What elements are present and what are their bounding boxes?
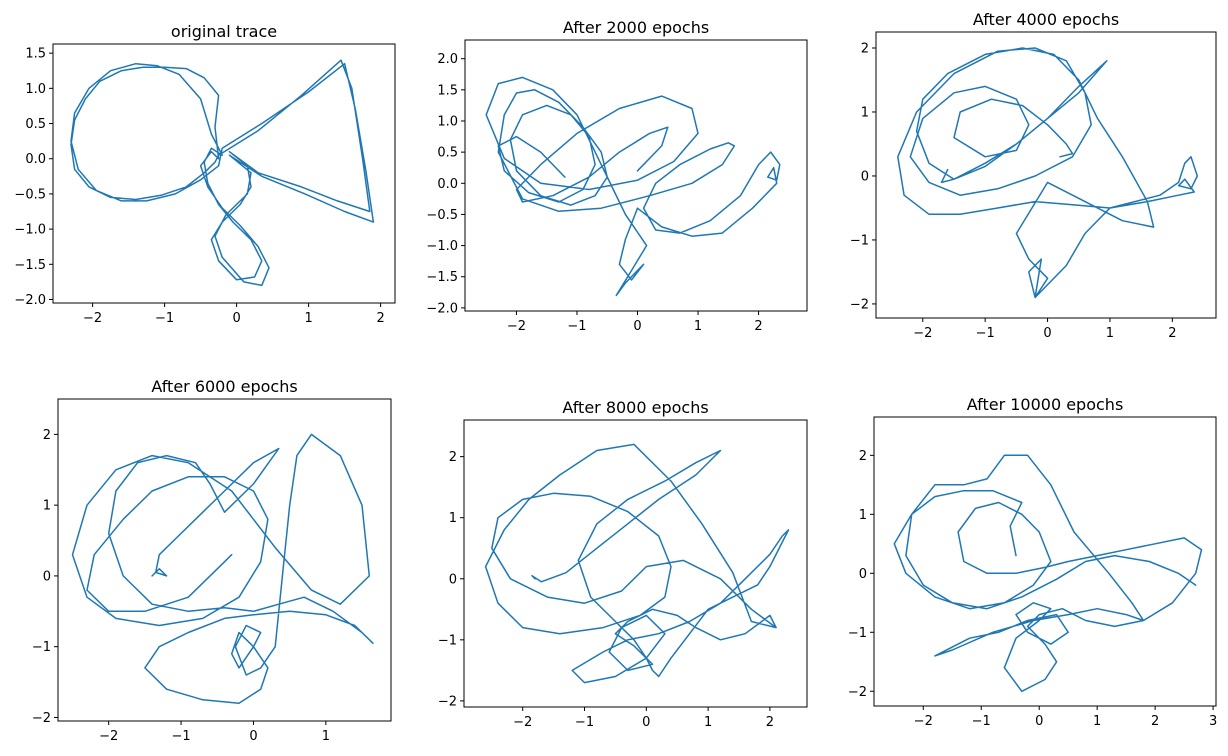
x-tick-label: 1 [304, 311, 312, 326]
y-tick-label: 2 [859, 449, 867, 464]
y-tick-label: −1 [848, 626, 867, 641]
subplot-5: −2 −1 0 1 2 −2 −1 0 1 2 After 8000 epochs [438, 398, 808, 730]
x-tick-label: 3 [1209, 714, 1217, 729]
x-tick-label: 1 [1106, 326, 1114, 341]
y-tick-label: 2 [861, 41, 869, 56]
subplot-1: −2 −1 0 1 2 −2.0 −1.5 −1.0 −0.5 0.0 0.5 1.0 1.5 origi… [14, 22, 396, 326]
x-tick-label: 2 [766, 715, 774, 730]
x-tick-label: 0 [249, 729, 257, 744]
x-tick-label: −1 [972, 714, 991, 729]
x-tick-label: −1 [976, 326, 995, 341]
x-tick-label: 1 [322, 729, 330, 744]
plot-frame [57, 398, 392, 722]
y-tick-label: −1.5 [14, 258, 46, 273]
y-tick-label: 0.0 [25, 152, 46, 167]
x-tick-label: 0 [1035, 714, 1043, 729]
series-line-1 [897, 47, 1199, 299]
x-tick-label: −2 [83, 311, 102, 326]
x-tick-label: −1 [171, 729, 190, 744]
y-tick-label: −2.0 [426, 301, 458, 316]
x-tick-label: −2 [914, 714, 933, 729]
y-tick-label: −2 [848, 685, 867, 700]
y-tick-label: −2.0 [14, 293, 46, 308]
x-tick-label: 2 [754, 319, 762, 334]
y-tick-label: −1.0 [426, 239, 458, 254]
series-line-1 [70, 59, 375, 287]
x-tick-label: 2 [376, 311, 384, 326]
y-tick-label: 1.0 [25, 82, 46, 97]
subplot-title: After 10000 epochs [967, 395, 1124, 414]
x-tick-label: −1 [155, 311, 174, 326]
x-tick-label: −1 [567, 319, 586, 334]
subplot-title: After 6000 epochs [151, 377, 297, 396]
y-tick-label: −0.5 [14, 187, 46, 202]
y-tick-label: −0.5 [426, 208, 458, 223]
x-tick-label: −2 [913, 326, 932, 341]
x-tick-label: 0 [642, 715, 650, 730]
plot-frame [463, 419, 808, 708]
y-tick-label: 1 [43, 499, 51, 514]
y-tick-label: 2 [43, 428, 51, 443]
y-tick-label: −1.0 [14, 223, 46, 238]
series-line-1 [893, 454, 1203, 693]
x-tick-label: 2 [1151, 714, 1159, 729]
plot-frame [873, 416, 1217, 707]
series-line-1 [485, 76, 781, 297]
series-line-1 [71, 433, 374, 705]
y-tick-label: 0.5 [25, 117, 46, 132]
subplot-title: After 8000 epochs [562, 398, 708, 417]
y-tick-label: −1 [438, 633, 457, 648]
y-tick-label: 1 [861, 105, 869, 120]
subplot-title: original trace [171, 22, 277, 41]
y-tick-label: −2 [850, 297, 869, 312]
y-tick-label: 0.0 [437, 177, 458, 192]
plot-frame [875, 31, 1217, 319]
y-tick-label: 0 [861, 169, 869, 184]
y-tick-label: 1 [859, 508, 867, 523]
y-tick-label: 1.5 [25, 47, 46, 62]
y-tick-label: 0 [449, 572, 457, 587]
subplot-2: −2 −1 0 1 2 −2.0 −1.5 −1.0 −0.5 0.0 0.5 1.0 1.5 2.0 Af… [426, 18, 808, 334]
subplot-title: After 4000 epochs [973, 10, 1119, 29]
y-tick-label: 1.5 [437, 83, 458, 98]
y-tick-label: 2.0 [437, 52, 458, 67]
y-tick-label: 2 [449, 450, 457, 465]
subplot-4: −2 −1 0 1 −2 −1 0 1 2 After 6000 epochs [32, 377, 392, 744]
x-tick-label: 0 [1043, 326, 1051, 341]
y-tick-label: −2 [32, 711, 51, 726]
y-tick-label: 0 [859, 567, 867, 582]
y-tick-label: 0 [43, 569, 51, 584]
x-tick-label: 0 [633, 319, 641, 334]
y-tick-label: 1.0 [437, 114, 458, 129]
y-tick-label: 0.5 [437, 146, 458, 161]
plot-frame [52, 43, 396, 304]
x-tick-label: 1 [694, 319, 702, 334]
x-tick-label: −1 [575, 715, 594, 730]
y-tick-label: −1.5 [426, 270, 458, 285]
x-tick-label: 0 [232, 311, 240, 326]
subplot-title: After 2000 epochs [563, 18, 709, 37]
x-tick-label: 2 [1168, 326, 1176, 341]
x-tick-label: −2 [513, 715, 532, 730]
y-tick-label: 1 [449, 511, 457, 526]
y-tick-label: −1 [32, 640, 51, 655]
x-tick-label: −2 [507, 319, 526, 334]
y-tick-label: −1 [850, 233, 869, 248]
x-tick-label: −2 [99, 729, 118, 744]
plot-frame [464, 39, 808, 312]
x-tick-label: 1 [1093, 714, 1101, 729]
x-tick-label: 1 [704, 715, 712, 730]
subplot-3: −2 −1 0 1 2 −2 −1 0 1 2 After 4000 epochs [850, 10, 1217, 341]
y-tick-label: −2 [438, 694, 457, 709]
subplot-6: −2 −1 0 1 2 3 −2 −1 0 1 2 After 10000 epochs [848, 395, 1217, 729]
series-line-1 [484, 443, 790, 684]
